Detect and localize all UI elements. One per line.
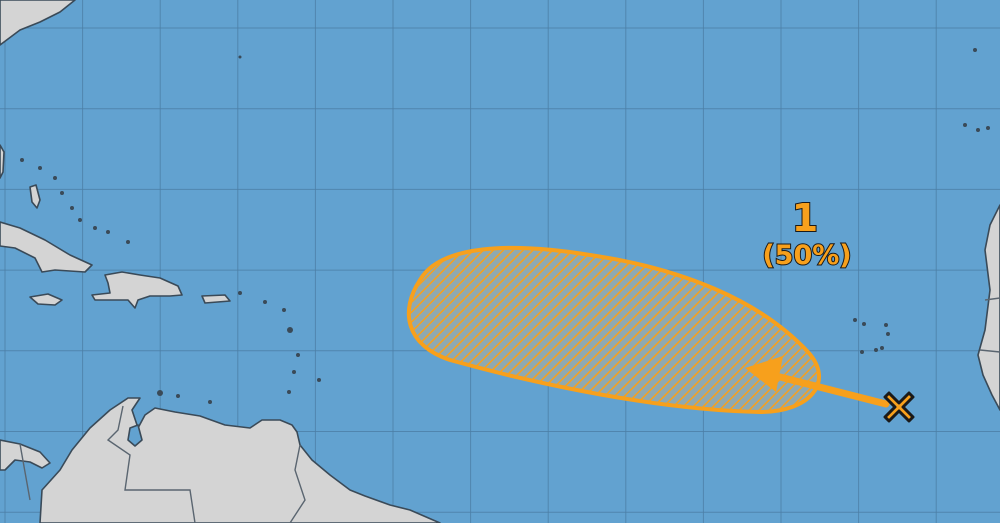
lake-maracaibo [127,424,143,447]
south-america [0,397,441,523]
x-mark-icon[interactable] [883,391,915,423]
andros-island [29,184,41,209]
jamaica [29,293,63,306]
country-borders [19,405,306,523]
cuba [0,221,93,273]
country-border-africa [979,297,1000,353]
puerto-rico [201,294,231,304]
motion-arrow [745,356,890,408]
outlook-area-hatched [406,245,821,415]
florida [0,144,5,179]
probability-label: (50%) [761,239,852,272]
small-islands [20,48,990,404]
system-number-label[interactable]: 1 [791,195,819,241]
africa-coast [977,204,1000,411]
hispaniola [91,271,183,309]
us-east-coast [0,0,76,46]
